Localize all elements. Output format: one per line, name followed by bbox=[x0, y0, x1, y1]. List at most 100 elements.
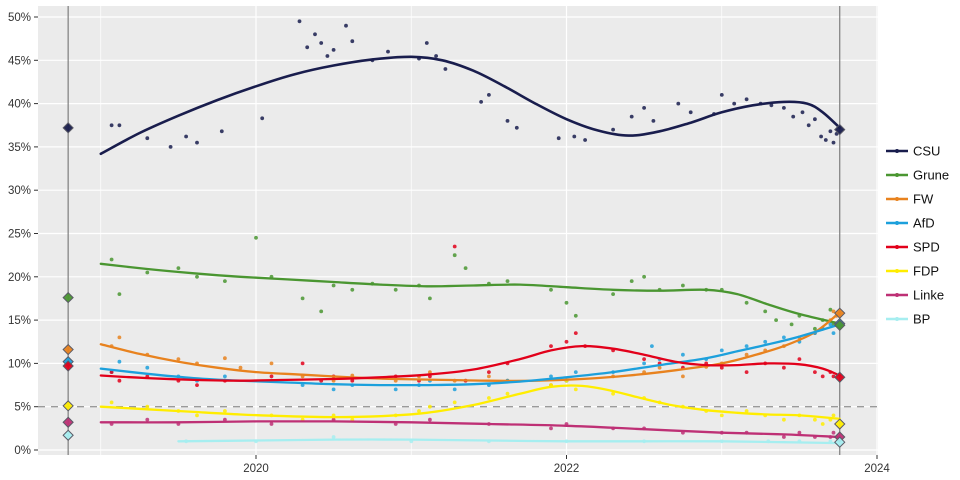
poll-point-afd bbox=[549, 374, 553, 379]
poll-point-csu bbox=[642, 106, 646, 110]
poll-point-csu bbox=[195, 140, 199, 145]
poll-point-fw bbox=[428, 370, 432, 374]
legend-label-grune: Grune bbox=[913, 168, 949, 183]
election-result-spd-1 bbox=[834, 371, 846, 383]
poll-point-csu bbox=[424, 41, 429, 45]
poll-point-csu bbox=[572, 134, 577, 139]
legend-key-point-bp bbox=[895, 317, 899, 321]
poll-point-csu bbox=[109, 123, 114, 128]
legend-label-csu: CSU bbox=[913, 144, 940, 159]
poll-point-spd bbox=[744, 370, 749, 374]
poll-point-fw bbox=[487, 374, 491, 379]
y-tick-label: 40% bbox=[8, 99, 31, 111]
plot-panel bbox=[38, 6, 878, 455]
poll-point-spd bbox=[487, 370, 491, 374]
poll-point-grune bbox=[813, 326, 817, 331]
poll-point-afd bbox=[642, 361, 646, 366]
poll-point-spd bbox=[564, 339, 569, 344]
poll-point-csu bbox=[813, 117, 817, 122]
poll-point-csu bbox=[297, 19, 302, 24]
poll-point-afd bbox=[763, 339, 768, 344]
poll-point-csu bbox=[434, 54, 438, 58]
election-result-bp-0 bbox=[62, 429, 74, 441]
poll-point-afd bbox=[452, 387, 457, 392]
poll-point-linke bbox=[428, 417, 432, 422]
y-tick-label: 15% bbox=[8, 315, 31, 327]
poll-point-fw bbox=[744, 352, 749, 357]
poll-point-csu bbox=[514, 125, 519, 130]
poll-point-spd bbox=[573, 331, 578, 335]
poll-point-grune bbox=[681, 283, 685, 288]
poll-point-linke bbox=[269, 422, 274, 426]
poll-point-csu bbox=[828, 129, 833, 134]
poll-point-csu bbox=[331, 48, 336, 52]
poll-point-grune bbox=[393, 287, 398, 292]
legend-label-spd: SPD bbox=[913, 240, 940, 255]
poll-point-spd bbox=[109, 370, 114, 374]
election-result-grune-0 bbox=[62, 291, 74, 304]
poll-point-csu bbox=[769, 103, 774, 108]
x-tick-label: 2020 bbox=[243, 463, 269, 475]
poll-point-bp bbox=[331, 435, 336, 439]
poll-point-csu bbox=[184, 134, 189, 139]
legend-label-linke: Linke bbox=[913, 288, 944, 303]
y-tick-label: 0% bbox=[14, 445, 31, 457]
poll-point-spd bbox=[350, 378, 355, 383]
poll-point-spd bbox=[195, 383, 199, 387]
poll-point-fw bbox=[269, 361, 274, 366]
poll-point-grune bbox=[744, 300, 749, 305]
poll-point-csu bbox=[676, 101, 681, 106]
poll-point-spd bbox=[642, 357, 646, 361]
poll-point-linke bbox=[831, 430, 836, 435]
poll-point-fdp bbox=[719, 413, 724, 418]
poll-point-grune bbox=[573, 313, 578, 318]
poll-point-grune bbox=[789, 322, 794, 327]
poll-point-csu bbox=[325, 54, 330, 58]
election-result-fdp-0 bbox=[62, 400, 74, 412]
poll-point-fdp bbox=[452, 400, 457, 405]
trend-line-fdp bbox=[99, 384, 841, 420]
poll-point-grune bbox=[109, 257, 114, 262]
poll-point-fw bbox=[238, 365, 243, 370]
legend-key-point-grune bbox=[895, 173, 899, 177]
poll-point-grune bbox=[774, 318, 778, 322]
legend-key-point-afd bbox=[895, 221, 899, 225]
election-result-grune-1 bbox=[834, 319, 846, 332]
poll-point-grune bbox=[254, 235, 258, 240]
poll-point-grune bbox=[564, 300, 569, 305]
poll-point-csu bbox=[823, 138, 828, 142]
poll-point-csu bbox=[145, 136, 150, 141]
poll-point-afd bbox=[828, 322, 833, 327]
poll-point-grune bbox=[331, 283, 336, 288]
x-tick-label: 2024 bbox=[864, 463, 890, 475]
election-result-fw-0 bbox=[62, 343, 74, 356]
poll-point-grune bbox=[452, 253, 457, 258]
poll-point-fw bbox=[681, 374, 685, 379]
poll-point-csu bbox=[819, 134, 823, 139]
election-result-linke-0 bbox=[62, 416, 74, 428]
poll-point-fdp bbox=[831, 413, 836, 418]
poll-point-spd bbox=[813, 370, 817, 374]
poll-point-fdp bbox=[611, 391, 615, 396]
poll-point-fdp bbox=[782, 417, 786, 422]
poll-point-grune bbox=[828, 307, 833, 312]
poll-point-afd bbox=[650, 344, 654, 348]
poll-point-spd bbox=[719, 365, 724, 370]
poll-point-afd bbox=[117, 359, 122, 364]
poll-point-csu bbox=[688, 110, 693, 115]
poll-point-csu bbox=[831, 140, 836, 145]
poll-point-grune bbox=[611, 292, 615, 296]
poll-point-grune bbox=[195, 274, 199, 279]
poll-point-csu bbox=[386, 49, 390, 54]
legend-key-point-csu bbox=[895, 149, 899, 153]
poll-point-csu bbox=[611, 127, 615, 132]
poll-point-spd bbox=[782, 365, 786, 370]
election-result-spd-0 bbox=[62, 360, 74, 372]
poll-point-spd bbox=[117, 378, 122, 383]
election-result-fdp-1 bbox=[834, 418, 846, 430]
y-tick-label: 30% bbox=[8, 185, 31, 197]
y-tick-label: 50% bbox=[8, 12, 31, 24]
trend-line-bp bbox=[177, 438, 841, 445]
poll-point-csu bbox=[319, 41, 324, 45]
